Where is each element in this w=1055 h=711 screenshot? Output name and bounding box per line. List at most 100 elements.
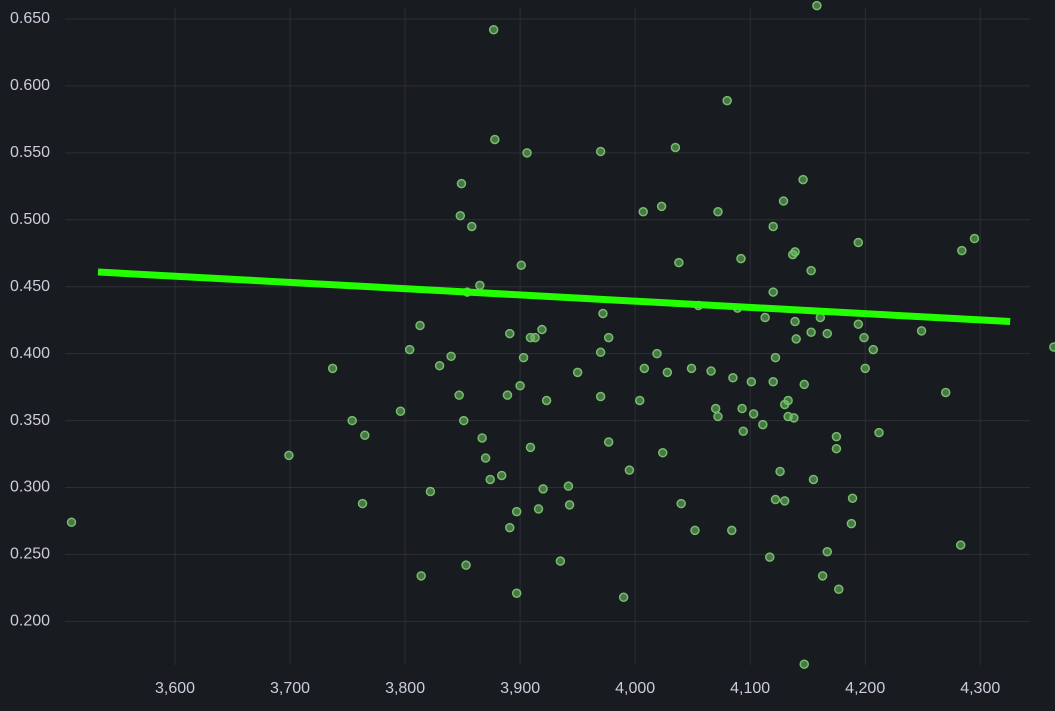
point [822,547,832,557]
point [728,372,738,383]
point [831,431,842,442]
point [505,522,515,533]
point [516,260,527,271]
point [662,367,673,378]
point [770,352,781,363]
point [555,556,566,566]
point [434,360,445,371]
point [812,0,822,11]
point [940,387,951,398]
point [799,379,809,390]
point [467,221,477,232]
point [674,257,684,268]
point [713,411,723,422]
point [727,525,737,536]
point [768,221,778,232]
point [522,148,532,158]
point [846,518,857,529]
x-tick-label: 3,600 [155,680,195,697]
point [853,237,864,248]
y-tick-label: 0.250 [10,546,50,563]
point [357,498,368,509]
point [847,493,858,503]
point [485,474,495,485]
point [790,316,800,327]
point [656,201,667,212]
point [808,474,819,485]
point [916,326,927,336]
point [874,427,884,438]
y-tick-label: 0.550 [10,144,50,161]
point [416,571,426,581]
x-tick-label: 4,300 [960,680,1000,697]
point [395,406,406,416]
point [563,481,574,491]
point [624,465,635,475]
point [475,280,485,291]
point [490,134,500,145]
point [758,419,768,430]
point [638,207,648,217]
point [799,659,809,669]
point [603,437,614,447]
point [459,415,469,426]
point [706,366,716,376]
point [722,95,732,106]
point [764,552,775,562]
point [425,486,436,497]
point [791,334,801,344]
point [533,504,544,514]
point [859,332,869,343]
point [833,584,844,594]
y-tick-label: 0.450 [10,278,50,295]
point [284,450,294,461]
point [415,320,425,331]
point [618,592,629,603]
y-tick-label: 0.600 [10,77,50,94]
point [779,496,790,506]
x-tick-label: 4,000 [615,680,655,697]
point [670,142,681,153]
point [955,540,966,550]
point [360,430,370,441]
point [760,312,770,323]
point [806,265,816,276]
point [789,413,799,423]
point [455,211,466,221]
point [658,447,668,458]
point [66,517,77,528]
point [347,415,357,426]
y-tick-label: 0.400 [10,345,50,362]
point [515,381,525,391]
point [737,403,747,414]
x-tick-label: 4,100 [730,680,770,697]
point [477,433,487,443]
point [957,245,967,256]
point [690,525,700,536]
point [595,391,606,402]
x-tick-label: 4,200 [845,680,885,697]
point [778,196,789,206]
y-tick-label: 0.350 [10,412,50,429]
point [860,363,870,374]
x-tick-label: 3,800 [385,680,425,697]
point [564,500,575,510]
point [456,178,467,189]
point [768,377,778,387]
y-tick-label: 0.200 [10,613,50,630]
point [537,324,547,335]
point [446,351,456,362]
point [595,146,606,157]
point [817,571,828,581]
point [505,328,515,339]
point [530,332,540,343]
point [822,328,832,339]
point [480,453,491,463]
point [511,588,522,599]
point [868,344,879,355]
point [1049,342,1055,352]
point [790,247,800,257]
point [713,207,723,217]
